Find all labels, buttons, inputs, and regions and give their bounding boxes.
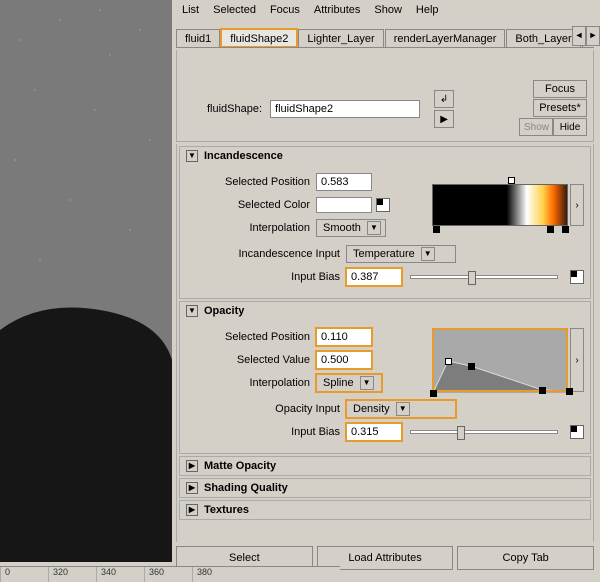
label-op-input: Opacity Input	[186, 403, 346, 415]
presets-button[interactable]: Presets*	[533, 99, 587, 117]
attribute-header: fluidShape: ↲ ▶ Focus Presets* Show Hide	[176, 50, 594, 142]
menu-selected[interactable]: Selected	[213, 4, 256, 18]
section-title-textures: Textures	[204, 504, 249, 516]
label-inc-input: Incandescence Input	[186, 248, 346, 260]
select-node-icon[interactable]: ↲	[434, 90, 454, 108]
slider-thumb[interactable]	[457, 426, 465, 440]
node-name-input[interactable]	[270, 100, 420, 118]
io-node-icon[interactable]: ▶	[434, 110, 454, 128]
inc-bias-slider[interactable]	[410, 275, 558, 279]
section-shading-quality: ▶ Shading Quality	[179, 478, 591, 498]
chevron-down-icon: ▼	[421, 247, 435, 261]
timeline-ruler: 0 320 340 360 380	[0, 566, 340, 582]
ruler-tick: 0	[0, 567, 48, 582]
chevron-down-icon: ▼	[396, 402, 410, 416]
tab-fluid1[interactable]: fluid1	[176, 29, 220, 47]
ramp-handle[interactable]	[547, 226, 554, 233]
op-input-bias-input[interactable]	[346, 423, 402, 441]
tab-renderlayermanager[interactable]: renderLayerManager	[385, 29, 506, 47]
op-selected-value-input[interactable]	[316, 351, 372, 369]
attribute-panel: ▼ Incandescence Selected Position Select…	[176, 144, 594, 542]
menu-attributes[interactable]: Attributes	[314, 4, 360, 18]
op-selected-position-input[interactable]	[316, 328, 372, 346]
op-graph-expand[interactable]: ›	[570, 328, 584, 392]
ruler-tick: 380	[192, 567, 240, 582]
twisty-shading-quality[interactable]: ▶	[186, 482, 198, 494]
menu-bar: List Selected Focus Attributes Show Help	[176, 2, 445, 20]
tab-both-layer[interactable]: Both_Layer	[506, 29, 580, 47]
viewport	[0, 0, 172, 562]
section-title-shading-quality: Shading Quality	[204, 482, 288, 494]
section-title-matte-opacity: Matte Opacity	[204, 460, 276, 472]
op-interpolation-value: Spline	[323, 377, 354, 389]
graph-point[interactable]	[468, 363, 475, 370]
ramp-handle[interactable]	[433, 226, 440, 233]
inc-selected-color-swatch[interactable]	[316, 197, 372, 213]
ruler-tick: 360	[144, 567, 192, 582]
focus-button[interactable]: Focus	[533, 80, 587, 98]
inc-color-map-icon[interactable]	[376, 198, 390, 212]
op-interpolation-dropdown[interactable]: Spline ▼	[316, 374, 382, 392]
tab-lighter-layer[interactable]: Lighter_Layer	[298, 29, 383, 47]
inc-selected-position-input[interactable]	[316, 173, 372, 191]
inc-interpolation-dropdown[interactable]: Smooth ▼	[316, 219, 386, 237]
tab-scroll-left[interactable]: ◄	[572, 26, 586, 46]
section-textures: ▶ Textures	[179, 500, 591, 520]
menu-focus[interactable]: Focus	[270, 4, 300, 18]
menu-show[interactable]: Show	[374, 4, 402, 18]
label-op-selval: Selected Value	[186, 354, 316, 366]
section-title-opacity: Opacity	[204, 305, 244, 317]
inc-color-ramp[interactable]	[432, 184, 568, 226]
twisty-textures[interactable]: ▶	[186, 504, 198, 516]
graph-point[interactable]	[566, 388, 573, 395]
label-op-bias: Input Bias	[186, 426, 346, 438]
label-inc-bias: Input Bias	[186, 271, 346, 283]
op-input-dropdown[interactable]: Density ▼	[346, 400, 456, 418]
graph-point[interactable]	[539, 387, 546, 394]
label-op-interp: Interpolation	[186, 377, 316, 389]
label-inc-selpos: Selected Position	[186, 176, 316, 188]
section-incandescence: ▼ Incandescence Selected Position Select…	[179, 146, 591, 299]
op-value-graph[interactable]	[432, 328, 568, 392]
inc-input-dropdown[interactable]: Temperature ▼	[346, 245, 456, 263]
twisty-incandescence[interactable]: ▼	[186, 150, 198, 162]
hide-button[interactable]: Hide	[553, 118, 587, 136]
tab-fluidshape2[interactable]: fluidShape2	[221, 29, 297, 47]
show-button[interactable]: Show	[519, 118, 553, 136]
menu-list[interactable]: List	[182, 4, 199, 18]
node-type-label: fluidShape:	[207, 103, 262, 115]
label-inc-selcolor: Selected Color	[186, 199, 316, 211]
section-matte-opacity: ▶ Matte Opacity	[179, 456, 591, 476]
label-inc-interp: Interpolation	[186, 222, 316, 234]
tab-scroll-right[interactable]: ►	[586, 26, 600, 46]
inc-input-value: Temperature	[353, 248, 415, 260]
tab-scroll: ◄ ►	[572, 26, 600, 46]
copy-tab-button[interactable]: Copy Tab	[457, 546, 594, 570]
section-title-incandescence: Incandescence	[204, 150, 283, 162]
node-tabs: fluid1 fluidShape2 Lighter_Layer renderL…	[176, 26, 594, 48]
section-opacity: ▼ Opacity Selected Position Selected Val…	[179, 301, 591, 454]
ramp-handle[interactable]	[562, 226, 569, 233]
twisty-opacity[interactable]: ▼	[186, 305, 198, 317]
menu-help[interactable]: Help	[416, 4, 439, 18]
ramp-handle[interactable]	[508, 177, 515, 184]
op-bias-map-icon[interactable]	[570, 425, 584, 439]
chevron-down-icon: ▼	[360, 376, 374, 390]
ruler-tick: 320	[48, 567, 96, 582]
graph-point[interactable]	[430, 390, 437, 397]
label-op-selpos: Selected Position	[186, 331, 316, 343]
ruler-tick: 340	[96, 567, 144, 582]
inc-interpolation-value: Smooth	[323, 222, 361, 234]
graph-point[interactable]	[445, 358, 452, 365]
inc-bias-map-icon[interactable]	[570, 270, 584, 284]
chevron-down-icon: ▼	[367, 221, 381, 235]
inc-input-bias-input[interactable]	[346, 268, 402, 286]
slider-thumb[interactable]	[468, 271, 476, 285]
op-bias-slider[interactable]	[410, 430, 558, 434]
op-input-value: Density	[353, 403, 390, 415]
inc-ramp-expand[interactable]: ›	[570, 184, 584, 226]
twisty-matte-opacity[interactable]: ▶	[186, 460, 198, 472]
